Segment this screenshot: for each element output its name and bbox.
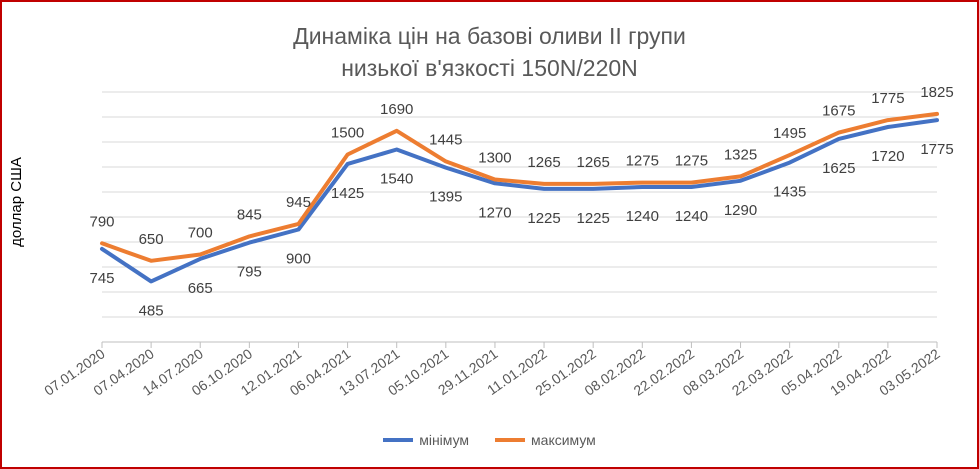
data-label-min: 900 (286, 251, 311, 268)
data-label-min: 1775 (920, 141, 953, 158)
data-label-min: 1290 (724, 202, 757, 219)
data-label-min: 1720 (871, 148, 904, 165)
legend-label: максимум (531, 432, 596, 448)
data-label-min: 1225 (527, 210, 560, 227)
data-label-max: 1275 (675, 153, 708, 170)
data-label-min: 665 (188, 280, 213, 297)
data-label-max: 790 (89, 213, 114, 230)
data-label-max: 1690 (380, 101, 413, 118)
chart-title: Динаміка цін на базові оливи ІІ групи ни… (2, 20, 977, 84)
data-label-max: 845 (237, 206, 262, 223)
data-label-min: 1225 (576, 210, 609, 227)
data-label-min: 1435 (773, 184, 806, 201)
data-label-min: 1240 (626, 208, 659, 225)
data-label-min: 795 (237, 264, 262, 281)
data-label-max: 1445 (429, 131, 462, 148)
data-label-max: 945 (286, 194, 311, 211)
data-label-min: 745 (89, 270, 114, 287)
data-label-max: 1300 (478, 150, 511, 167)
data-label-min: 1270 (478, 204, 511, 221)
data-label-min: 1395 (429, 189, 462, 206)
data-label-max: 700 (188, 225, 213, 242)
data-label-min: 1425 (331, 185, 364, 202)
data-label-max: 1275 (626, 153, 659, 170)
data-label-min: 1625 (822, 160, 855, 177)
data-label-min: 1240 (675, 208, 708, 225)
data-label-max: 1500 (331, 125, 364, 142)
chart-title-line-2: низької в'язкості 150N/220N (341, 55, 638, 81)
series-line-мінімум (100, 118, 939, 284)
data-label-max: 1775 (871, 90, 904, 107)
data-label-max: 1675 (822, 103, 855, 120)
data-label-max: 1325 (724, 146, 757, 163)
legend-item: мінімум (383, 432, 469, 448)
data-label-min: 485 (139, 302, 164, 319)
legend-item: максимум (495, 432, 596, 448)
legend-swatch (383, 438, 414, 442)
series-line-максимум (100, 111, 939, 263)
data-label-max: 1495 (773, 125, 806, 142)
data-label-max: 1265 (576, 154, 609, 171)
data-label-min: 1540 (380, 171, 413, 188)
legend-swatch (495, 438, 526, 442)
legend: мінімум максимум (2, 432, 977, 448)
data-label-max: 650 (139, 231, 164, 248)
legend-label: мінімум (419, 432, 470, 448)
data-label-max: 1265 (527, 154, 560, 171)
chart-title-line-1: Динаміка цін на базові оливи ІІ групи (293, 23, 686, 49)
data-label-max: 1825 (920, 84, 953, 101)
